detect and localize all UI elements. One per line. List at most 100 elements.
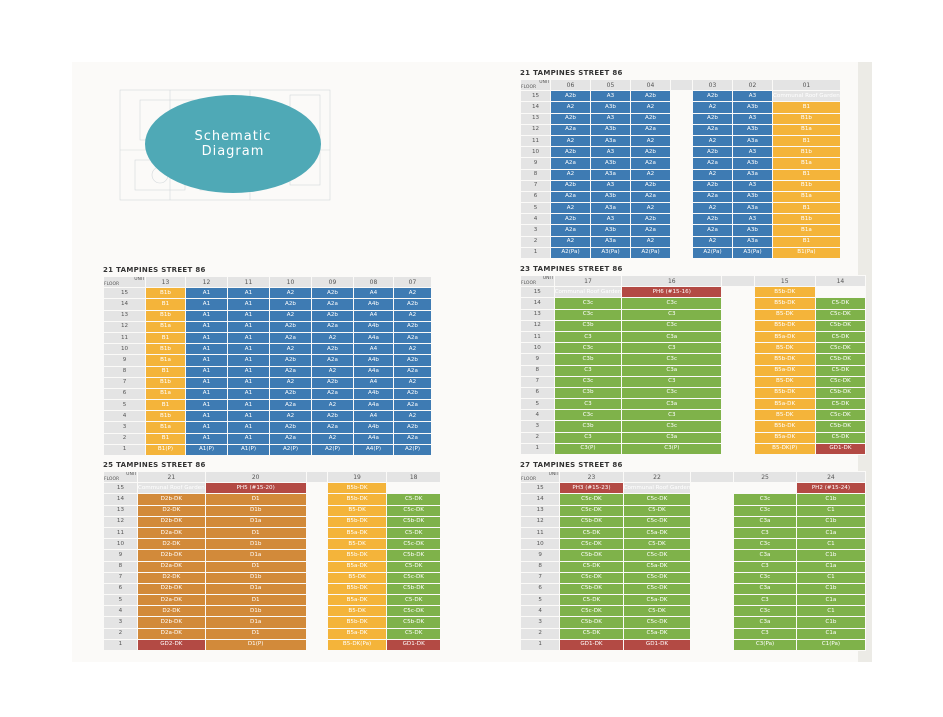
unit-type-cell: C5-DK — [814, 330, 867, 344]
column-gap — [721, 375, 755, 388]
unit-type-cell: B1 — [772, 202, 841, 215]
unit-type-cell: A2 — [692, 235, 733, 248]
column-gap — [305, 638, 328, 652]
floor-row: 15 PH3 (#15-23) Communal Roof Garden PH2 (#… — [519, 482, 867, 495]
empty-cell — [386, 482, 441, 495]
unit-type-cell: C1b — [795, 515, 867, 528]
floor-number: 3 — [519, 616, 561, 629]
unit-type-cell: C5b-DK — [386, 616, 441, 629]
unit-type-cell: C5-DK — [814, 364, 867, 377]
unit-type-cell: A3a — [590, 235, 631, 248]
unit-type-cell: C3a — [621, 330, 723, 344]
unit-type-cell: C5c-DK — [622, 493, 692, 506]
unit-type-cell: A2b — [692, 112, 733, 125]
floor-row: 13 B1b A1 A1 A2 A2b A4 A2 — [103, 309, 432, 322]
unit-type-cell: B1b — [772, 179, 841, 192]
unit-type-cell: C5c-DK — [386, 605, 441, 618]
unit-type-cell: A2a — [630, 190, 671, 204]
unit-type-cell: GD1-DK — [622, 638, 692, 652]
floor-row: 5 D2a-DK D1 B5a-DK C5-DK — [103, 594, 441, 607]
unit-type-cell: C5-DK — [814, 431, 867, 444]
floor-number: 2 — [103, 627, 138, 640]
unit-type-cell: C5c-DK — [559, 504, 624, 517]
unit-type-cell: C5-DK — [386, 560, 441, 573]
unit-type-cell: C1 — [795, 571, 867, 584]
unit-type-cell: A4b — [353, 387, 394, 401]
column-gap — [305, 560, 328, 573]
unit-type-cell: D2a-DK — [136, 560, 206, 573]
unit-type-cell: A4b — [353, 354, 394, 367]
floor-number: 11 — [519, 526, 561, 540]
unit-type-cell: C3a — [621, 398, 723, 411]
unit-type-cell: A1 — [227, 343, 270, 356]
column-gap — [690, 616, 735, 629]
unit-type-cell: A1 — [227, 287, 270, 300]
unit-type-cell: A2b — [550, 213, 591, 226]
floor-row: 12 C3b C3c B5b-DK C5b-DK — [520, 319, 867, 332]
column-gap — [670, 213, 693, 226]
floor-row: 10 D2-DK D1b B5-DK C5c-DK — [103, 538, 441, 551]
floor-row: 9 B1a A1 A1 A2b A2a A4b A2b — [103, 354, 432, 367]
unit-type-cell: D2b-DK — [136, 493, 206, 506]
floor-label: FLOOR — [104, 477, 120, 483]
unit-type-cell: A2b — [311, 343, 354, 356]
unit-number: 11 — [227, 275, 270, 289]
column-gap — [670, 246, 693, 260]
unit-type-cell: C3 — [621, 375, 723, 388]
unit-type-cell: A2b — [311, 287, 354, 300]
unit-type-cell: B5-DK(Pa) — [326, 638, 388, 652]
floor-number: 7 — [520, 179, 551, 192]
unit-type-cell: A1 — [227, 399, 270, 412]
unit-type-cell: B5b-DK — [753, 286, 816, 299]
unit-type-cell: A4 — [353, 376, 394, 389]
unit-type-cell: A3 — [732, 112, 773, 125]
floor-row: 14 D2b-DK D1 B5b-DK C5-DK — [103, 493, 441, 506]
unit-number: 18 — [386, 470, 441, 484]
floor-number: 9 — [103, 354, 146, 367]
floor-row: 14 C5c-DK C5c-DK C3c C1b — [519, 493, 867, 506]
unit-type-cell: C5c-DK — [559, 493, 624, 506]
column-gap — [690, 582, 735, 596]
unit-type-cell: C1a — [795, 627, 867, 640]
unit-type-cell: C5b-DK — [559, 582, 624, 596]
floor-number: 13 — [519, 504, 561, 517]
unit-type-cell: C5-DK — [559, 594, 624, 607]
unit-type-cell: C1b — [795, 549, 867, 562]
unit-type-cell: A2 — [311, 432, 354, 445]
floor-number: 5 — [103, 594, 138, 607]
unit-type-cell: C5b-DK — [386, 515, 441, 528]
floor-number: 10 — [103, 538, 138, 551]
floor-number: 11 — [103, 526, 138, 540]
column-gap — [670, 202, 693, 215]
unit-type-cell: C3a — [733, 582, 797, 596]
unit-type-cell: A4a — [353, 331, 394, 345]
column-gap — [690, 627, 735, 640]
unit-number: 16 — [621, 274, 723, 288]
unit-floor-label: UNIT FLOOR — [520, 274, 555, 288]
column-gap — [690, 638, 735, 652]
column-gap — [305, 605, 328, 618]
unit-type-cell: B5b-DK — [326, 493, 388, 506]
unit-type-cell: A1 — [227, 376, 270, 389]
unit-type-cell: C3 — [553, 330, 623, 344]
unit-type-cell: A1 — [227, 298, 270, 311]
floor-row: 1 B1(P) A1(P) A1(P) A2(P) A2(P) A4(P) A2(P) — [103, 443, 432, 457]
unit-type-cell: B1 — [145, 331, 186, 345]
unit-type-cell: A3b — [590, 157, 631, 170]
unit-type-cell: A3 — [732, 179, 773, 192]
unit-type-cell: B5a-DK — [753, 431, 816, 444]
unit-type-cell: GD1-DK — [559, 638, 624, 652]
floor-row: 7 B1b A1 A1 A2 A2b A4 A2 — [103, 376, 432, 389]
column-gap — [721, 409, 755, 422]
unit-type-cell: B1a — [772, 157, 841, 170]
floor-row: 8 D2a-DK D1 B5a-DK C5-DK — [103, 560, 441, 573]
unit-type-cell: A2(Pa) — [550, 246, 591, 260]
floor-row: 15 B1b A1 A1 A2 A2b A4 A2 — [103, 287, 432, 300]
floor-row: 8 B1 A1 A1 A2a A2 A4a A2a — [103, 365, 432, 378]
floor-row: 9 A2a A3b A2a A2a A3b B1a — [520, 157, 841, 170]
unit-number: 08 — [353, 275, 394, 289]
unit-type-cell: C5c-DK — [622, 549, 692, 562]
unit-type-cell: A2a — [311, 387, 354, 401]
unit-type-cell: A2 — [630, 134, 671, 148]
floor-row: 4 D2-DK D1b B5-DK C5c-DK — [103, 605, 441, 618]
